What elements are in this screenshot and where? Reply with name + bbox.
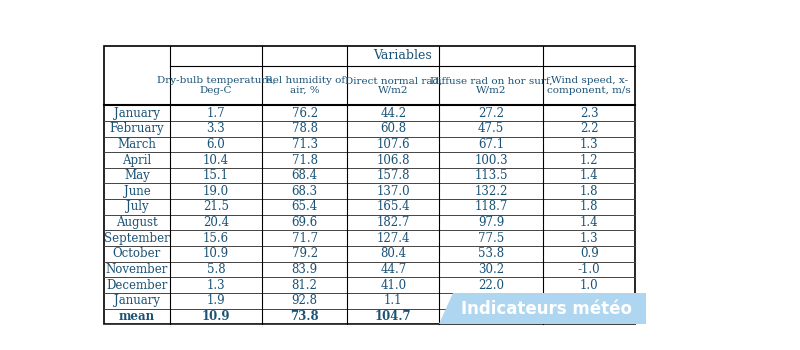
Text: W/m2: W/m2 bbox=[476, 86, 506, 95]
Text: 137.0: 137.0 bbox=[377, 185, 410, 198]
Text: 127.4: 127.4 bbox=[377, 232, 410, 245]
Text: February: February bbox=[110, 122, 164, 135]
Text: 165.4: 165.4 bbox=[377, 201, 410, 214]
Text: 1.3: 1.3 bbox=[580, 138, 598, 151]
Text: Rel humidity of: Rel humidity of bbox=[265, 76, 345, 85]
Text: Diffuse rad on hor surf,: Diffuse rad on hor surf, bbox=[430, 76, 553, 85]
Text: 2.3: 2.3 bbox=[580, 107, 598, 120]
Text: 71.8: 71.8 bbox=[292, 154, 318, 167]
Text: 2.2: 2.2 bbox=[580, 122, 598, 135]
Text: 0.9: 0.9 bbox=[580, 247, 598, 260]
Text: 10.9: 10.9 bbox=[202, 310, 230, 323]
Text: 76.2: 76.2 bbox=[291, 107, 318, 120]
Text: 1.0: 1.0 bbox=[580, 279, 598, 292]
Text: 69.6: 69.6 bbox=[291, 216, 318, 229]
Text: 92.8: 92.8 bbox=[292, 294, 318, 307]
Text: 21.5: 21.5 bbox=[203, 201, 229, 214]
Text: 15.6: 15.6 bbox=[203, 232, 229, 245]
Text: 22.0: 22.0 bbox=[478, 279, 504, 292]
Text: 100.3: 100.3 bbox=[474, 154, 508, 167]
Text: April: April bbox=[122, 154, 151, 167]
Text: November: November bbox=[106, 263, 168, 276]
Text: 15.1: 15.1 bbox=[203, 169, 229, 182]
Polygon shape bbox=[439, 293, 646, 324]
Text: July: July bbox=[126, 201, 148, 214]
Text: 1.3: 1.3 bbox=[206, 279, 226, 292]
Text: September: September bbox=[104, 232, 170, 245]
Text: Variables: Variables bbox=[373, 49, 432, 62]
Bar bbox=[104, 46, 635, 324]
Text: Direct normal rad,: Direct normal rad, bbox=[345, 76, 442, 85]
Text: component, m/s: component, m/s bbox=[547, 86, 631, 95]
Text: Deg-C: Deg-C bbox=[200, 86, 232, 95]
Text: 79.2: 79.2 bbox=[291, 247, 318, 260]
Text: 1.9: 1.9 bbox=[206, 294, 226, 307]
Text: Indicateurs météo: Indicateurs météo bbox=[461, 300, 631, 317]
Text: 68.4: 68.4 bbox=[291, 169, 318, 182]
Text: 41.0: 41.0 bbox=[380, 279, 406, 292]
Text: 97.9: 97.9 bbox=[478, 216, 504, 229]
Text: 1.7: 1.7 bbox=[206, 107, 226, 120]
Text: air, %: air, % bbox=[290, 86, 319, 95]
Text: 65.4: 65.4 bbox=[291, 201, 318, 214]
Text: 106.8: 106.8 bbox=[377, 154, 410, 167]
Text: 44.7: 44.7 bbox=[380, 263, 406, 276]
Text: 78.8: 78.8 bbox=[292, 122, 318, 135]
Text: 113.5: 113.5 bbox=[474, 169, 508, 182]
Text: 1.3: 1.3 bbox=[580, 232, 598, 245]
Text: December: December bbox=[106, 279, 167, 292]
Text: 5.8: 5.8 bbox=[206, 263, 226, 276]
Text: 71.7: 71.7 bbox=[291, 232, 318, 245]
Text: 1.2: 1.2 bbox=[580, 154, 598, 167]
Text: 81.2: 81.2 bbox=[292, 279, 318, 292]
Text: W/m2: W/m2 bbox=[378, 86, 409, 95]
Text: 71.3: 71.3 bbox=[291, 138, 318, 151]
Text: 44.2: 44.2 bbox=[380, 107, 406, 120]
Text: 1.4: 1.4 bbox=[580, 169, 598, 182]
Text: 80.4: 80.4 bbox=[380, 247, 406, 260]
Text: 132.2: 132.2 bbox=[474, 185, 508, 198]
Text: May: May bbox=[124, 169, 150, 182]
Text: 6.0: 6.0 bbox=[206, 138, 226, 151]
Text: mean: mean bbox=[119, 310, 155, 323]
Text: 67.1: 67.1 bbox=[478, 138, 504, 151]
Text: Wind speed, x-: Wind speed, x- bbox=[550, 76, 628, 85]
Text: 157.8: 157.8 bbox=[377, 169, 410, 182]
Text: October: October bbox=[113, 247, 161, 260]
Text: 10.9: 10.9 bbox=[203, 247, 229, 260]
Text: 107.6: 107.6 bbox=[377, 138, 410, 151]
Text: 20.4: 20.4 bbox=[203, 216, 229, 229]
Text: March: March bbox=[118, 138, 156, 151]
Text: 77.5: 77.5 bbox=[478, 232, 504, 245]
Text: 1.4: 1.4 bbox=[580, 216, 598, 229]
Text: 19.0: 19.0 bbox=[203, 185, 229, 198]
Text: -1.0: -1.0 bbox=[578, 263, 601, 276]
Text: 68.3: 68.3 bbox=[291, 185, 318, 198]
Text: 1.1: 1.1 bbox=[384, 294, 402, 307]
Text: 60.8: 60.8 bbox=[380, 122, 406, 135]
Text: Dry-bulb temperature,: Dry-bulb temperature, bbox=[157, 76, 275, 85]
Text: 27.2: 27.2 bbox=[478, 107, 504, 120]
Text: January: January bbox=[114, 294, 160, 307]
Text: January: January bbox=[114, 107, 160, 120]
Text: 104.7: 104.7 bbox=[375, 310, 411, 323]
Text: 118.7: 118.7 bbox=[474, 201, 508, 214]
Text: 83.9: 83.9 bbox=[291, 263, 318, 276]
Text: 182.7: 182.7 bbox=[377, 216, 410, 229]
Text: 3.3: 3.3 bbox=[206, 122, 226, 135]
Text: 10.4: 10.4 bbox=[203, 154, 229, 167]
Text: 47.5: 47.5 bbox=[478, 122, 504, 135]
Text: 73.8: 73.8 bbox=[290, 310, 319, 323]
Text: 30.2: 30.2 bbox=[478, 263, 504, 276]
Text: June: June bbox=[123, 185, 150, 198]
Text: 1.8: 1.8 bbox=[580, 185, 598, 198]
Text: August: August bbox=[116, 216, 158, 229]
Text: 53.8: 53.8 bbox=[478, 247, 504, 260]
Text: 1.8: 1.8 bbox=[580, 201, 598, 214]
